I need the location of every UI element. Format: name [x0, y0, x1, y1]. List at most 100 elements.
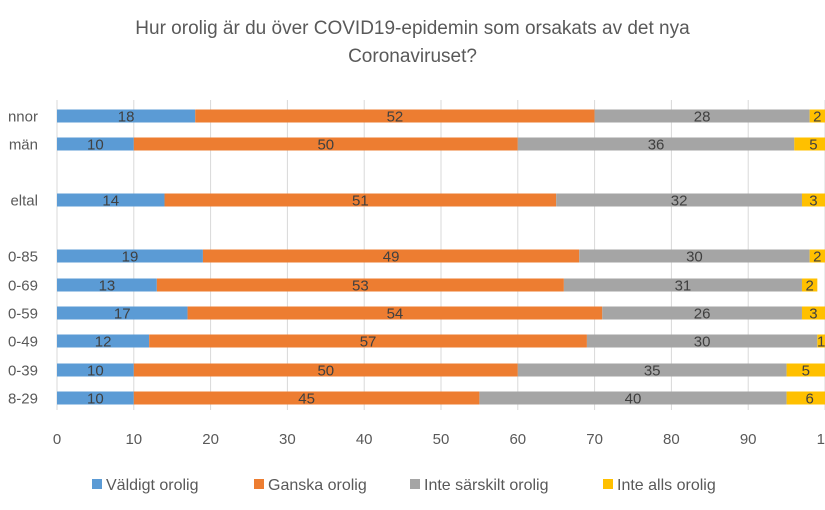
data-label: 14: [102, 193, 119, 210]
data-label: 19: [122, 249, 139, 266]
bar-segment: [786, 363, 825, 377]
bar-segment: [133, 137, 518, 151]
category-label: nnor: [8, 109, 38, 126]
data-label: 5: [802, 363, 810, 380]
data-label: 49: [383, 249, 400, 266]
data-label: 30: [694, 334, 711, 351]
legend-label: Väldigt orolig: [106, 477, 199, 494]
category-label: 0-69: [8, 278, 38, 295]
legend-swatch: [254, 479, 264, 489]
bar-segment: [156, 278, 564, 292]
legend-swatch: [92, 479, 102, 489]
data-label: 35: [644, 363, 661, 380]
x-tick-label: 90: [740, 431, 757, 448]
bar-segment: [579, 249, 810, 263]
bar-segment: [517, 137, 795, 151]
bar-segment: [202, 249, 580, 263]
data-label: 10: [87, 137, 104, 154]
bar-segment: [786, 391, 825, 405]
x-tick-label: 40: [356, 431, 373, 448]
data-label: 6: [805, 391, 813, 408]
data-label: 10: [87, 363, 104, 380]
bar-segment: [479, 391, 787, 405]
legend-swatch: [410, 479, 420, 489]
bar-segment: [563, 278, 802, 292]
category-label: eltal: [10, 193, 38, 210]
bar-segment: [817, 334, 825, 348]
category-label: 0-49: [8, 334, 38, 351]
bar-segment: [57, 334, 150, 348]
bar-segment: [809, 249, 825, 263]
bar-segment: [794, 137, 825, 151]
x-tick-label: 20: [202, 431, 219, 448]
bar-segment: [57, 193, 165, 207]
x-tick-label: 10: [817, 431, 825, 448]
bar-segment: [594, 109, 810, 123]
x-tick-label: 60: [509, 431, 526, 448]
data-label: 57: [360, 334, 377, 351]
bar-segment: [57, 278, 157, 292]
category-label: 0-39: [8, 363, 38, 380]
bar-segment: [57, 363, 134, 377]
data-label: 2: [805, 278, 813, 295]
data-label: 31: [675, 278, 692, 295]
data-label: 10: [87, 391, 104, 408]
data-label: 50: [317, 363, 334, 380]
data-label: 3: [809, 306, 817, 323]
bar-segment: [57, 137, 134, 151]
data-label: 26: [694, 306, 711, 323]
legend-label: Inte särskilt orolig: [424, 477, 549, 494]
data-label: 12: [95, 334, 112, 351]
bar-segment: [57, 306, 188, 320]
data-label: 13: [99, 278, 116, 295]
category-label: 0-59: [8, 306, 38, 323]
bar-segment: [57, 249, 203, 263]
bar-segment: [801, 193, 825, 207]
legend-swatch: [603, 479, 613, 489]
chart-title-line-1: Hur orolig är du över COVID19-epidemin s…: [135, 18, 690, 39]
bar-segment: [195, 109, 595, 123]
data-label: 54: [387, 306, 404, 323]
category-label: män: [9, 137, 38, 154]
bar-segment: [809, 109, 825, 123]
bar-segment: [187, 306, 603, 320]
x-tick-label: 0: [53, 431, 61, 448]
data-label: 50: [317, 137, 334, 154]
bar-segment: [149, 334, 587, 348]
data-label: 40: [625, 391, 642, 408]
x-tick-label: 30: [279, 431, 296, 448]
data-label: 2: [813, 109, 821, 126]
x-tick-label: 70: [586, 431, 603, 448]
bar-segment: [133, 391, 480, 405]
data-label: 53: [352, 278, 369, 295]
bar-segment: [164, 193, 557, 207]
data-label: 17: [114, 306, 131, 323]
data-label: 51: [352, 193, 369, 210]
data-label: 36: [648, 137, 665, 154]
legend-label: Ganska orolig: [268, 477, 367, 494]
data-label: 30: [686, 249, 703, 266]
bar-segment: [801, 306, 825, 320]
bar-segment: [586, 334, 818, 348]
bar-segment: [801, 278, 818, 292]
data-label: 3: [809, 193, 817, 210]
bar-segment: [556, 193, 802, 207]
data-label: 32: [671, 193, 688, 210]
category-label: 8-29: [8, 391, 38, 408]
bar-segment: [57, 109, 196, 123]
category-label: 0-85: [8, 249, 38, 266]
data-label: 2: [813, 249, 821, 266]
x-tick-label: 50: [433, 431, 450, 448]
bar-segment: [602, 306, 802, 320]
bar-segment: [133, 363, 518, 377]
bar-segment: [517, 363, 787, 377]
legend-label: Inte alls orolig: [617, 477, 716, 494]
bar-segment: [57, 391, 134, 405]
data-label: 1: [817, 334, 825, 351]
data-label: 18: [118, 109, 135, 126]
data-label: 28: [694, 109, 711, 126]
data-label: 45: [298, 391, 315, 408]
x-tick-label: 80: [663, 431, 680, 448]
data-label: 52: [387, 109, 404, 126]
